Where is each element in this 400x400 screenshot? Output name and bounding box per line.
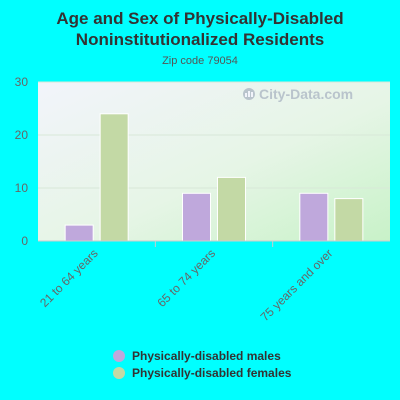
chart-title: Age and Sex of Physically-Disabled Nonin… xyxy=(56,9,344,49)
bar-females xyxy=(334,198,364,242)
bar-males xyxy=(299,192,329,242)
bar-males xyxy=(64,224,94,242)
legend-label-males: Physically-disabled males xyxy=(132,349,281,363)
y-tick-label: 30 xyxy=(15,75,29,89)
legend-item-males: Physically-disabled males xyxy=(113,348,291,364)
y-tick-label: 10 xyxy=(15,181,29,195)
watermark-text: City-Data.com xyxy=(259,86,353,102)
bar-females xyxy=(217,176,246,242)
legend-label-females: Physically-disabled females xyxy=(132,366,292,380)
chart-subtitle: Zip code 79054 xyxy=(162,55,238,67)
y-tick-label: 0 xyxy=(21,234,28,248)
x-tick-label: 21 to 64 years xyxy=(37,246,101,310)
plot-area xyxy=(38,82,390,241)
bar-females xyxy=(99,113,129,242)
legend: Physically-disabled males Physically-dis… xyxy=(113,348,291,382)
x-tick-label: 75 years and over xyxy=(258,246,336,324)
legend-item-females: Physically-disabled females xyxy=(113,365,291,381)
legend-swatch-females xyxy=(113,367,125,379)
watermark: City-Data.com xyxy=(243,86,353,102)
bar-males xyxy=(182,192,211,242)
x-tick-label: 65 to 74 years xyxy=(154,246,218,310)
legend-swatch-males xyxy=(113,350,125,362)
y-tick-label: 20 xyxy=(15,128,29,142)
